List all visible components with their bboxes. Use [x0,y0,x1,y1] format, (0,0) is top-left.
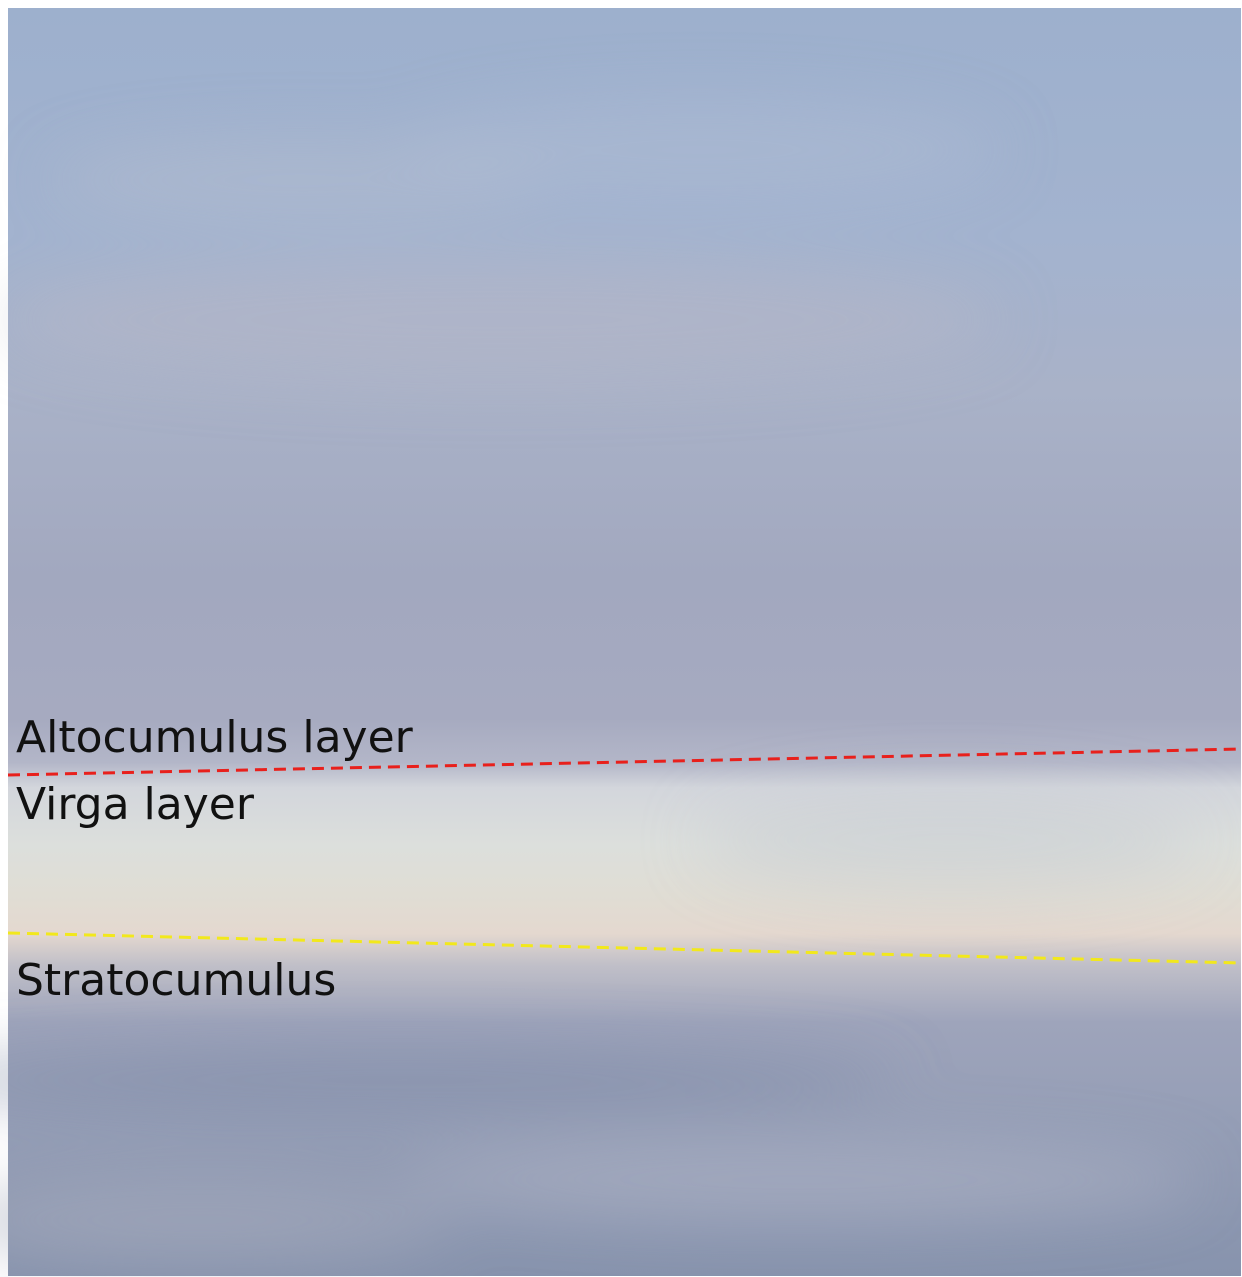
cloud-band [50,140,550,220]
layer-label: Altocumulus layer [16,712,414,763]
cloud-texture [0,100,1200,1260]
altocumulus-boundary [7,747,1242,777]
cloud-band [400,100,1000,200]
layer-label: Virga layer [16,779,255,830]
layer-label: Stratocumulus [16,955,336,1006]
cloud-top [0,1180,450,1260]
virga-streak [700,790,1200,890]
cloud-top [400,1140,1200,1220]
cloud-shadow [0,1050,900,1110]
stratocumulus-boundary [7,931,1242,965]
cloud-band [0,260,1000,380]
